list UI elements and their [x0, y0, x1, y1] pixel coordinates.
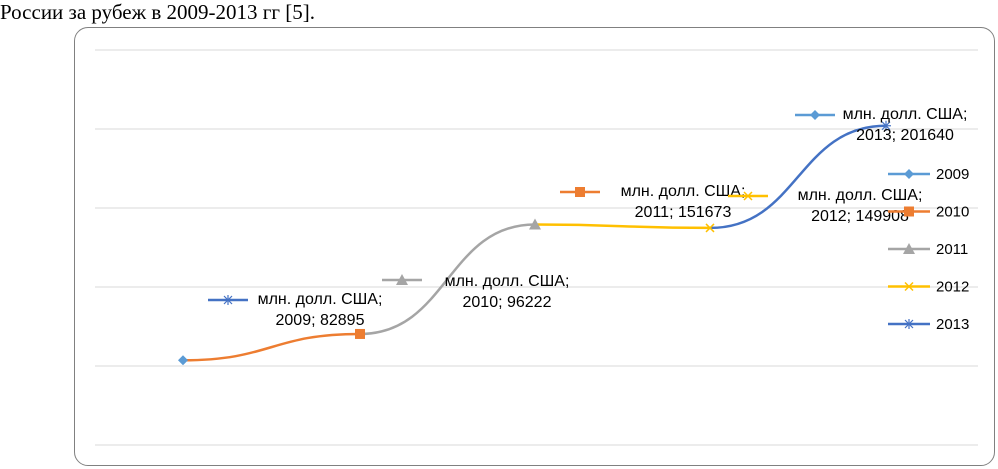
data-label-2012: млн. долл. США; 2012; 149908 [798, 187, 923, 225]
data-label-key-marker-2010 [575, 187, 585, 197]
legend-label-2013: 2013 [936, 316, 969, 333]
legend-label-2010: 2010 [936, 204, 969, 221]
data-label-2013: млн. долл. США; 2013; 201640 [843, 106, 968, 144]
legend-label-2011: 2011 [936, 241, 968, 258]
series-line-2012 [534, 223, 711, 230]
legend-label-2009: 2009 [936, 166, 969, 183]
series-line-2011 [359, 223, 536, 336]
chart-area [74, 27, 995, 466]
series-line-2010 [182, 332, 361, 362]
legend-marker-2012 [904, 281, 914, 292]
data-label-key-marker-2012 [743, 191, 753, 201]
data-point-2009 [178, 355, 188, 366]
legend-marker-2013 [904, 319, 914, 329]
data-point-2012 [705, 223, 715, 233]
legend-marker-2011 [903, 243, 915, 254]
legend-label-2012: 2012 [936, 279, 969, 296]
series-line-2013 [709, 124, 887, 230]
data-point-2010 [355, 328, 365, 339]
chart-caption: России за рубеж в 2009-2013 гг [5]. [0, 0, 315, 24]
data-point-2013 [881, 120, 891, 131]
data-label-2010: млн. долл. США; 2010; 96222 [445, 273, 570, 311]
data-label-2009: млн. долл. США; 2009; 82895 [258, 291, 383, 329]
data-label-2011: млн. долл. США; 2011; 151673 [621, 183, 746, 221]
data-label-key-marker-2013 [223, 295, 233, 305]
data-label-key-marker-2009 [810, 110, 820, 120]
data-label-key-marker-2011 [396, 274, 408, 285]
data-point-2011 [529, 218, 541, 230]
legend-marker-2009 [904, 169, 914, 179]
legend-marker-2010 [904, 206, 914, 217]
